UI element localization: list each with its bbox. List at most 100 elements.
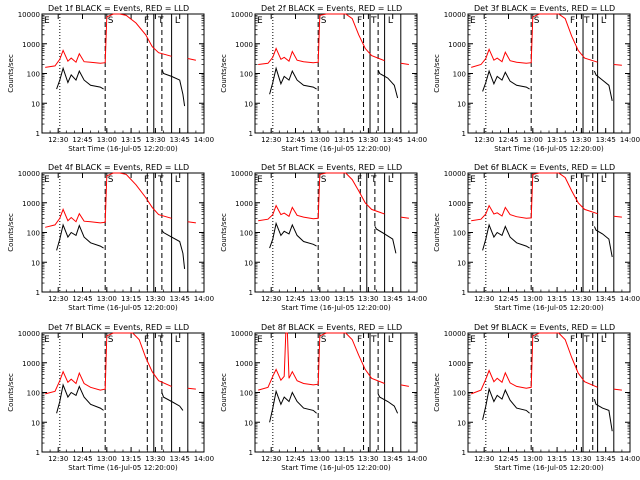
x-tick-label: 14:00 bbox=[620, 136, 640, 144]
event-marker-f: F bbox=[144, 175, 149, 185]
event-marker-e: E bbox=[257, 16, 263, 26]
y-tick-label: 100 bbox=[453, 390, 466, 398]
x-tick-label: 12:30 bbox=[261, 455, 281, 463]
x-axis-label: Start Time (16-Jul-05 12:20:00) bbox=[494, 464, 604, 472]
x-axis-label: Start Time (16-Jul-05 12:20:00) bbox=[68, 145, 178, 153]
x-tick-label: 13:30 bbox=[358, 455, 378, 463]
y-tick-label: 10 bbox=[31, 419, 40, 427]
x-tick-label: 14:00 bbox=[407, 295, 427, 303]
event-marker-t: T bbox=[583, 175, 590, 185]
lld-series-line bbox=[400, 216, 409, 219]
panel-9: Det 9f BLACK = Events, RED = LLD 1 10 100 10… bbox=[433, 323, 640, 472]
lld-series-line bbox=[45, 332, 172, 395]
panel-5: Det 5f BLACK = Events, RED = LLD 1 10 100 10… bbox=[220, 163, 427, 312]
x-tick-label: 14:00 bbox=[620, 455, 640, 463]
y-tick-label: 10 bbox=[31, 259, 40, 267]
x-tick-label: 12:45 bbox=[498, 136, 518, 144]
event-marker-f: F bbox=[570, 175, 575, 185]
events-series-line bbox=[593, 398, 613, 432]
event-marker-t: T bbox=[157, 175, 164, 185]
y-axis-label: Counts/sec bbox=[433, 54, 441, 93]
events-series-line bbox=[269, 221, 317, 249]
y-tick-label: 1 bbox=[462, 130, 466, 138]
x-tick-label: 12:45 bbox=[285, 455, 305, 463]
y-tick-label: 100 bbox=[27, 71, 40, 79]
x-tick-label: 13:15 bbox=[334, 455, 354, 463]
x-tick-label: 13:45 bbox=[596, 136, 616, 144]
event-marker-e: E bbox=[44, 175, 50, 185]
events-series-line bbox=[593, 70, 613, 102]
x-tick-label: 13:15 bbox=[121, 295, 141, 303]
events-series-line bbox=[374, 226, 397, 254]
y-tick-label: 10000 bbox=[18, 170, 40, 178]
y-tick-label: 1 bbox=[462, 449, 466, 457]
x-tick-label: 13:00 bbox=[97, 455, 117, 463]
x-tick-label: 12:45 bbox=[72, 455, 92, 463]
event-marker-l: L bbox=[175, 175, 180, 185]
x-tick-label: 13:15 bbox=[121, 455, 141, 463]
x-tick-label: 13:30 bbox=[358, 295, 378, 303]
y-axis-label: Counts/sec bbox=[433, 213, 441, 252]
x-tick-label: 13:45 bbox=[596, 455, 616, 463]
panel-2: Det 2f BLACK = Events, RED = LLD 1 10 100 10… bbox=[220, 4, 427, 153]
event-marker-s: S bbox=[108, 335, 114, 345]
event-marker-s: S bbox=[534, 16, 540, 26]
x-tick-label: 13:30 bbox=[145, 136, 165, 144]
y-axis-label: Counts/sec bbox=[220, 54, 228, 93]
panel-title: Det 6f BLACK = Events, RED = LLD bbox=[474, 163, 615, 172]
events-series-line bbox=[56, 223, 104, 251]
x-tick-label: 13:15 bbox=[547, 455, 567, 463]
lld-series-line bbox=[187, 221, 196, 224]
x-tick-label: 12:45 bbox=[72, 295, 92, 303]
x-tick-label: 13:00 bbox=[523, 136, 543, 144]
x-tick-label: 14:00 bbox=[407, 136, 427, 144]
y-tick-label: 1000 bbox=[448, 41, 466, 49]
x-tick-label: 12:45 bbox=[285, 136, 305, 144]
x-tick-label: 13:30 bbox=[571, 295, 591, 303]
x-tick-label: 13:15 bbox=[121, 136, 141, 144]
y-tick-label: 10 bbox=[31, 100, 40, 108]
y-tick-label: 1 bbox=[36, 289, 40, 297]
x-axis-label: Start Time (16-Jul-05 12:20:00) bbox=[494, 145, 604, 153]
event-marker-s: S bbox=[321, 335, 327, 345]
x-tick-label: 13:30 bbox=[358, 136, 378, 144]
x-axis-label: Start Time (16-Jul-05 12:20:00) bbox=[281, 464, 391, 472]
event-marker-e: E bbox=[470, 175, 476, 185]
y-tick-label: 10 bbox=[244, 259, 253, 267]
y-tick-label: 10000 bbox=[18, 11, 40, 19]
x-tick-label: 13:45 bbox=[383, 295, 403, 303]
x-tick-label: 13:30 bbox=[145, 295, 165, 303]
y-tick-label: 1000 bbox=[448, 360, 466, 368]
panel-title: Det 2f BLACK = Events, RED = LLD bbox=[261, 4, 402, 13]
x-tick-label: 13:30 bbox=[145, 455, 165, 463]
lld-series-line bbox=[258, 13, 385, 65]
y-tick-label: 1000 bbox=[22, 41, 40, 49]
y-tick-label: 10000 bbox=[444, 330, 466, 338]
x-tick-label: 12:30 bbox=[474, 136, 494, 144]
y-tick-label: 10 bbox=[457, 100, 466, 108]
x-tick-label: 13:45 bbox=[170, 136, 190, 144]
x-tick-label: 13:30 bbox=[571, 455, 591, 463]
y-axis-label: Counts/sec bbox=[7, 373, 15, 412]
y-tick-label: 100 bbox=[27, 230, 40, 238]
y-tick-label: 100 bbox=[453, 71, 466, 79]
plot-frame bbox=[254, 13, 418, 134]
event-marker-f: F bbox=[357, 175, 362, 185]
y-tick-label: 10 bbox=[244, 419, 253, 427]
event-marker-e: E bbox=[257, 335, 263, 345]
x-tick-label: 12:45 bbox=[285, 295, 305, 303]
panel-title: Det 3f BLACK = Events, RED = LLD bbox=[474, 4, 615, 13]
event-marker-t: T bbox=[370, 175, 377, 185]
event-marker-l: L bbox=[601, 175, 606, 185]
event-marker-e: E bbox=[470, 16, 476, 26]
y-tick-label: 100 bbox=[240, 390, 253, 398]
y-tick-label: 1000 bbox=[235, 200, 253, 208]
x-tick-label: 13:00 bbox=[310, 136, 330, 144]
x-tick-label: 14:00 bbox=[620, 295, 640, 303]
event-marker-t: T bbox=[157, 335, 164, 345]
x-tick-label: 13:15 bbox=[547, 295, 567, 303]
plot-frame bbox=[41, 13, 205, 134]
event-marker-t: T bbox=[370, 335, 377, 345]
events-series-line bbox=[377, 393, 399, 414]
